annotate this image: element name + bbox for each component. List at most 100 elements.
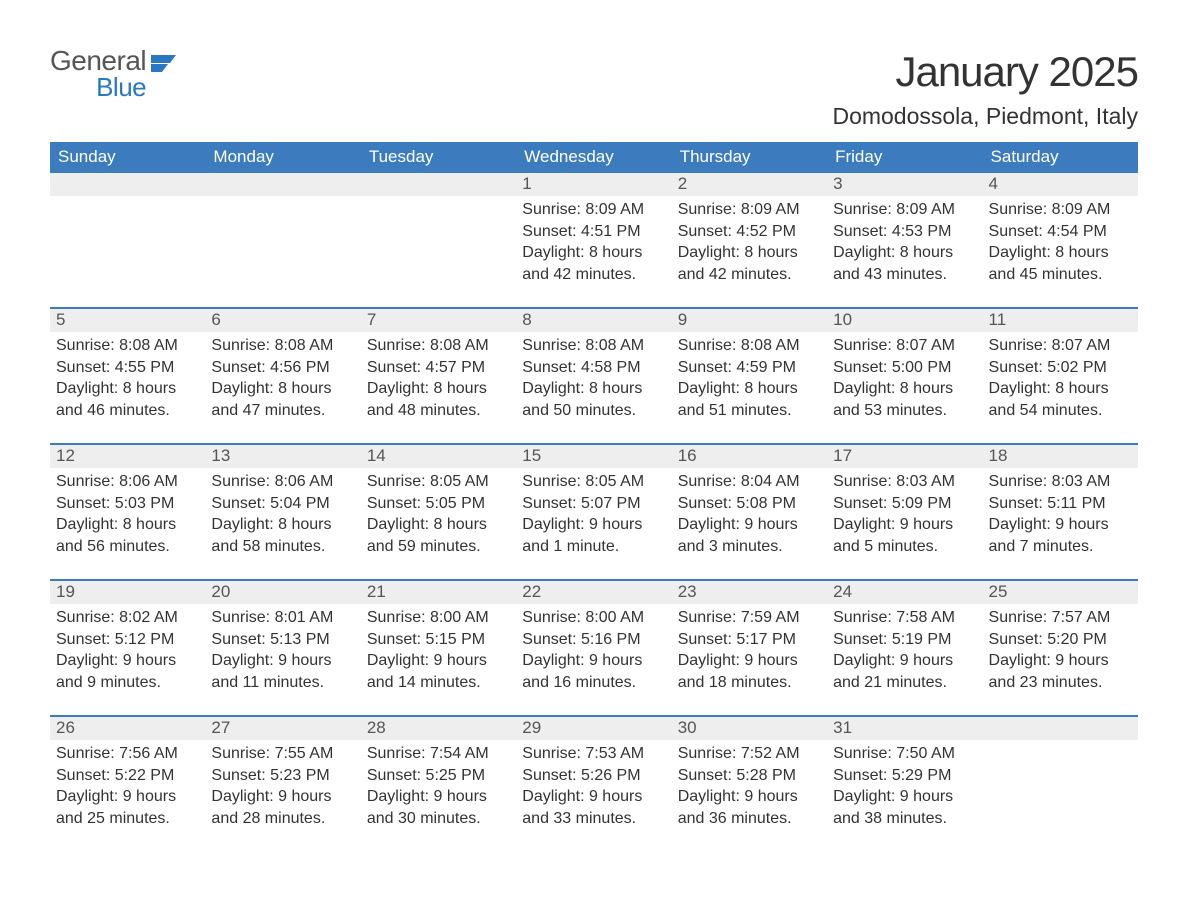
day-number-cell: 12 [50,444,205,468]
sunrise-line: Sunrise: 7:53 AM [522,743,665,765]
sunset-line: Sunset: 5:17 PM [678,629,821,651]
day-content-cell: Sunrise: 8:03 AMSunset: 5:09 PMDaylight:… [827,468,982,580]
sunrise-line: Sunrise: 8:08 AM [367,335,510,357]
sunset-line: Sunset: 4:54 PM [989,221,1132,243]
daylight-line: Daylight: 9 hours and 33 minutes. [522,786,665,829]
sunrise-line: Sunrise: 8:08 AM [211,335,354,357]
sunrise-line: Sunrise: 7:50 AM [833,743,976,765]
sunset-line: Sunset: 5:02 PM [989,357,1132,379]
daylight-line: Daylight: 8 hours and 53 minutes. [833,378,976,421]
sunset-line: Sunset: 4:59 PM [678,357,821,379]
day-number-cell [361,172,516,196]
weekday-header: Monday [205,142,360,172]
day-content-cell: Sunrise: 8:03 AMSunset: 5:11 PMDaylight:… [983,468,1138,580]
content-row: Sunrise: 8:08 AMSunset: 4:55 PMDaylight:… [50,332,1138,444]
day-number-cell: 31 [827,716,982,740]
day-number-cell [983,716,1138,740]
day-content-cell: Sunrise: 8:09 AMSunset: 4:53 PMDaylight:… [827,196,982,308]
daylight-line: Daylight: 8 hours and 48 minutes. [367,378,510,421]
daynum-row: 567891011 [50,308,1138,332]
day-number-cell: 14 [361,444,516,468]
content-row: Sunrise: 8:06 AMSunset: 5:03 PMDaylight:… [50,468,1138,580]
day-content-cell: Sunrise: 8:08 AMSunset: 4:58 PMDaylight:… [516,332,671,444]
sunrise-line: Sunrise: 7:57 AM [989,607,1132,629]
content-row: Sunrise: 8:02 AMSunset: 5:12 PMDaylight:… [50,604,1138,716]
calendar-table: SundayMondayTuesdayWednesdayThursdayFrid… [50,142,1138,852]
weekday-header: Friday [827,142,982,172]
sunset-line: Sunset: 5:09 PM [833,493,976,515]
sunset-line: Sunset: 5:22 PM [56,765,199,787]
sunset-line: Sunset: 5:19 PM [833,629,976,651]
weekday-header-row: SundayMondayTuesdayWednesdayThursdayFrid… [50,142,1138,172]
day-number-cell: 2 [672,172,827,196]
daylight-line: Daylight: 8 hours and 42 minutes. [522,242,665,285]
day-content-cell: Sunrise: 8:00 AMSunset: 5:15 PMDaylight:… [361,604,516,716]
sunset-line: Sunset: 5:04 PM [211,493,354,515]
daynum-row: 19202122232425 [50,580,1138,604]
day-number-cell: 21 [361,580,516,604]
daylight-line: Daylight: 9 hours and 5 minutes. [833,514,976,557]
day-number-cell: 26 [50,716,205,740]
day-number-cell [205,172,360,196]
day-number-cell: 11 [983,308,1138,332]
day-number-cell: 30 [672,716,827,740]
daylight-line: Daylight: 9 hours and 18 minutes. [678,650,821,693]
day-content-cell: Sunrise: 8:06 AMSunset: 5:03 PMDaylight:… [50,468,205,580]
daylight-line: Daylight: 8 hours and 47 minutes. [211,378,354,421]
daylight-line: Daylight: 9 hours and 38 minutes. [833,786,976,829]
page-title: January 2025 [895,48,1138,96]
day-content-cell: Sunrise: 7:53 AMSunset: 5:26 PMDaylight:… [516,740,671,852]
weekday-header: Wednesday [516,142,671,172]
sunrise-line: Sunrise: 8:08 AM [678,335,821,357]
sunset-line: Sunset: 5:23 PM [211,765,354,787]
day-number-cell: 9 [672,308,827,332]
day-content-cell [983,740,1138,852]
day-content-cell: Sunrise: 8:08 AMSunset: 4:55 PMDaylight:… [50,332,205,444]
day-content-cell: Sunrise: 8:00 AMSunset: 5:16 PMDaylight:… [516,604,671,716]
sunrise-line: Sunrise: 8:08 AM [522,335,665,357]
day-content-cell: Sunrise: 8:06 AMSunset: 5:04 PMDaylight:… [205,468,360,580]
daylight-line: Daylight: 8 hours and 54 minutes. [989,378,1132,421]
title-block: January 2025 [895,48,1138,96]
daylight-line: Daylight: 9 hours and 16 minutes. [522,650,665,693]
sunset-line: Sunset: 5:12 PM [56,629,199,651]
day-content-cell [361,196,516,308]
daynum-row: 262728293031 [50,716,1138,740]
sunset-line: Sunset: 4:56 PM [211,357,354,379]
daylight-line: Daylight: 9 hours and 14 minutes. [367,650,510,693]
sunset-line: Sunset: 5:00 PM [833,357,976,379]
daylight-line: Daylight: 9 hours and 9 minutes. [56,650,199,693]
header: General Blue January 2025 [50,48,1138,99]
daylight-line: Daylight: 9 hours and 23 minutes. [989,650,1132,693]
sunrise-line: Sunrise: 8:09 AM [833,199,976,221]
sunset-line: Sunset: 4:55 PM [56,357,199,379]
logo: General Blue [50,48,180,99]
sunrise-line: Sunrise: 8:06 AM [56,471,199,493]
day-number-cell: 17 [827,444,982,468]
day-content-cell: Sunrise: 8:09 AMSunset: 4:54 PMDaylight:… [983,196,1138,308]
day-number-cell: 10 [827,308,982,332]
sunrise-line: Sunrise: 8:00 AM [522,607,665,629]
sunset-line: Sunset: 4:57 PM [367,357,510,379]
sunrise-line: Sunrise: 8:08 AM [56,335,199,357]
daylight-line: Daylight: 9 hours and 36 minutes. [678,786,821,829]
weekday-header: Sunday [50,142,205,172]
day-content-cell: Sunrise: 8:07 AMSunset: 5:00 PMDaylight:… [827,332,982,444]
sunrise-line: Sunrise: 8:03 AM [989,471,1132,493]
sunset-line: Sunset: 4:52 PM [678,221,821,243]
content-row: Sunrise: 8:09 AMSunset: 4:51 PMDaylight:… [50,196,1138,308]
sunset-line: Sunset: 5:08 PM [678,493,821,515]
daylight-line: Daylight: 8 hours and 42 minutes. [678,242,821,285]
sunset-line: Sunset: 5:25 PM [367,765,510,787]
sunset-line: Sunset: 5:16 PM [522,629,665,651]
day-content-cell: Sunrise: 7:57 AMSunset: 5:20 PMDaylight:… [983,604,1138,716]
daylight-line: Daylight: 8 hours and 43 minutes. [833,242,976,285]
daylight-line: Daylight: 9 hours and 3 minutes. [678,514,821,557]
daylight-line: Daylight: 8 hours and 51 minutes. [678,378,821,421]
daylight-line: Daylight: 8 hours and 56 minutes. [56,514,199,557]
sunset-line: Sunset: 5:07 PM [522,493,665,515]
day-content-cell: Sunrise: 7:59 AMSunset: 5:17 PMDaylight:… [672,604,827,716]
day-number-cell: 4 [983,172,1138,196]
day-content-cell: Sunrise: 8:05 AMSunset: 5:05 PMDaylight:… [361,468,516,580]
day-content-cell: Sunrise: 8:09 AMSunset: 4:52 PMDaylight:… [672,196,827,308]
